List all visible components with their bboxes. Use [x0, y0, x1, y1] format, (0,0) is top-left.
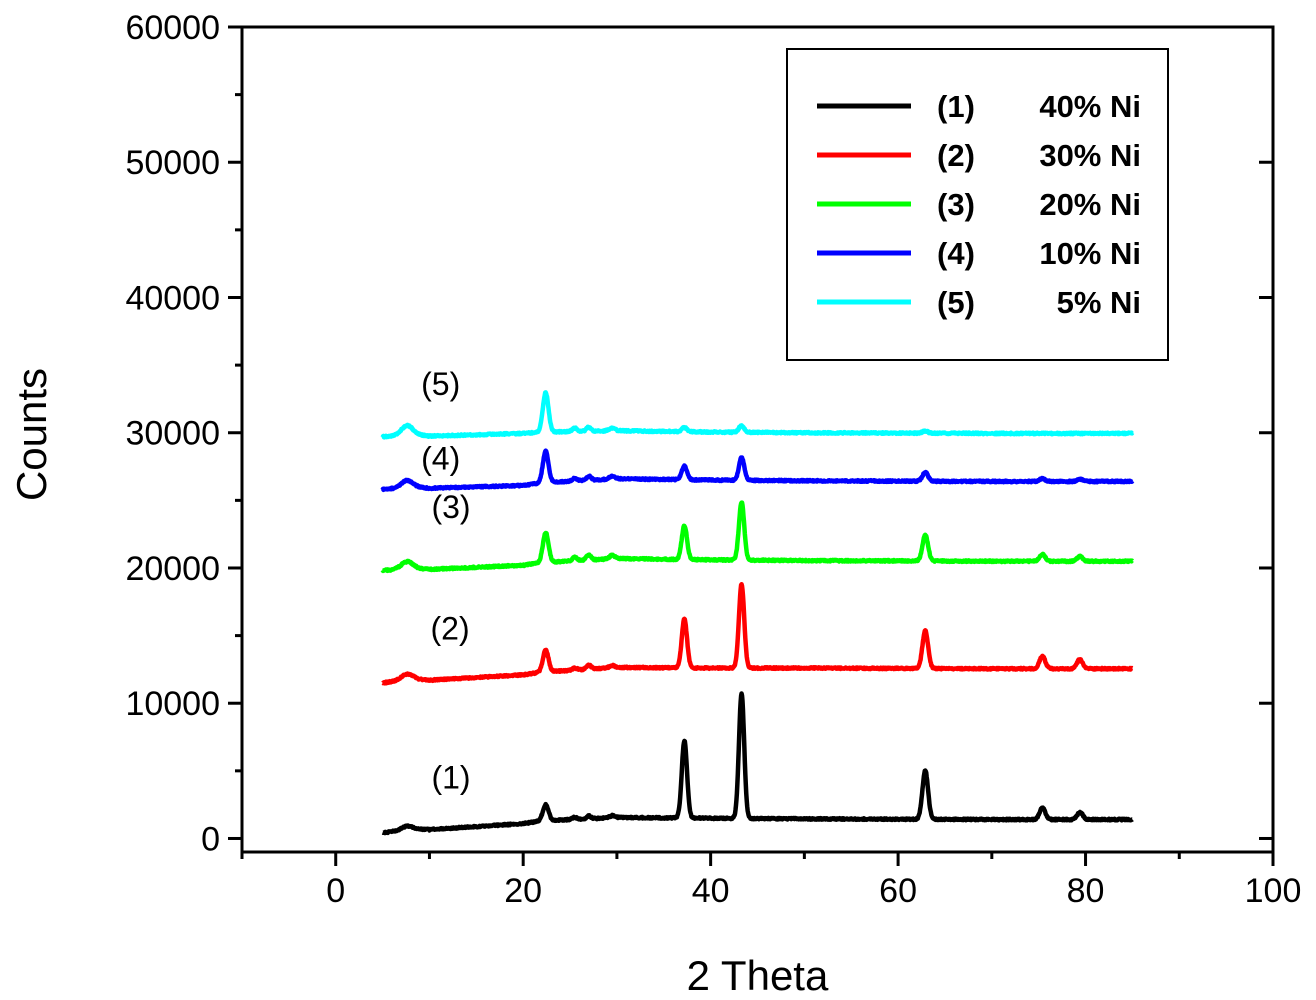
curve-label: (3) — [431, 489, 470, 525]
series-line-4 — [380, 448, 1135, 493]
series-line-3 — [380, 500, 1135, 574]
curve-labels: (1) (2) (3) (4) (5) — [421, 366, 470, 796]
legend-number: (1) — [937, 89, 975, 124]
legend-label: 5% Ni — [1057, 285, 1141, 320]
curve-label: (5) — [421, 366, 460, 402]
x-axis-ticks: 0 20 40 60 80 100 — [240, 852, 1302, 910]
x-tick-label: 0 — [326, 872, 345, 910]
y-tick-label: 20000 — [125, 550, 220, 588]
legend-label: 40% Ni — [1039, 89, 1141, 124]
series-line-1 — [380, 691, 1135, 836]
x-tick-label: 100 — [1245, 872, 1302, 910]
curve-label: (4) — [421, 440, 460, 476]
curve-label: (2) — [431, 611, 470, 647]
legend: (1) 40% Ni (2) 30% Ni (3) 20% Ni (4) 10% Ni (5) 5… — [786, 48, 1169, 361]
plot-frame — [240, 25, 1275, 854]
legend-number: (3) — [937, 187, 975, 222]
legend-number: (4) — [937, 236, 975, 271]
series-layer — [380, 390, 1135, 836]
y-tick-label: 50000 — [125, 144, 220, 182]
curve-label: (1) — [431, 759, 470, 795]
x-tick-label: 60 — [879, 872, 917, 910]
x-tick-label: 20 — [504, 872, 542, 910]
legend-label: 20% Ni — [1039, 187, 1141, 222]
legend-number: (2) — [937, 138, 975, 173]
y-tick-label: 10000 — [125, 685, 220, 723]
legend-label: 10% Ni — [1039, 236, 1141, 271]
legend-label: 30% Ni — [1039, 138, 1141, 173]
series-line-5 — [380, 390, 1135, 440]
x-tick-label: 80 — [1067, 872, 1105, 910]
y-tick-label: 0 — [201, 820, 220, 858]
y-tick-label: 40000 — [125, 279, 220, 317]
plot-border — [240, 25, 1275, 854]
y-axis-title: Counts — [8, 368, 55, 501]
legend-number: (5) — [937, 285, 975, 320]
x-tick-label: 40 — [692, 872, 730, 910]
y-tick-label: 60000 — [125, 9, 220, 47]
y-tick-label: 30000 — [125, 415, 220, 453]
series-line-2 — [380, 582, 1135, 686]
y-axis-ticks: 0 10000 20000 30000 40000 50000 60000 — [125, 9, 1273, 858]
x-axis-title: 2 Theta — [687, 952, 829, 999]
